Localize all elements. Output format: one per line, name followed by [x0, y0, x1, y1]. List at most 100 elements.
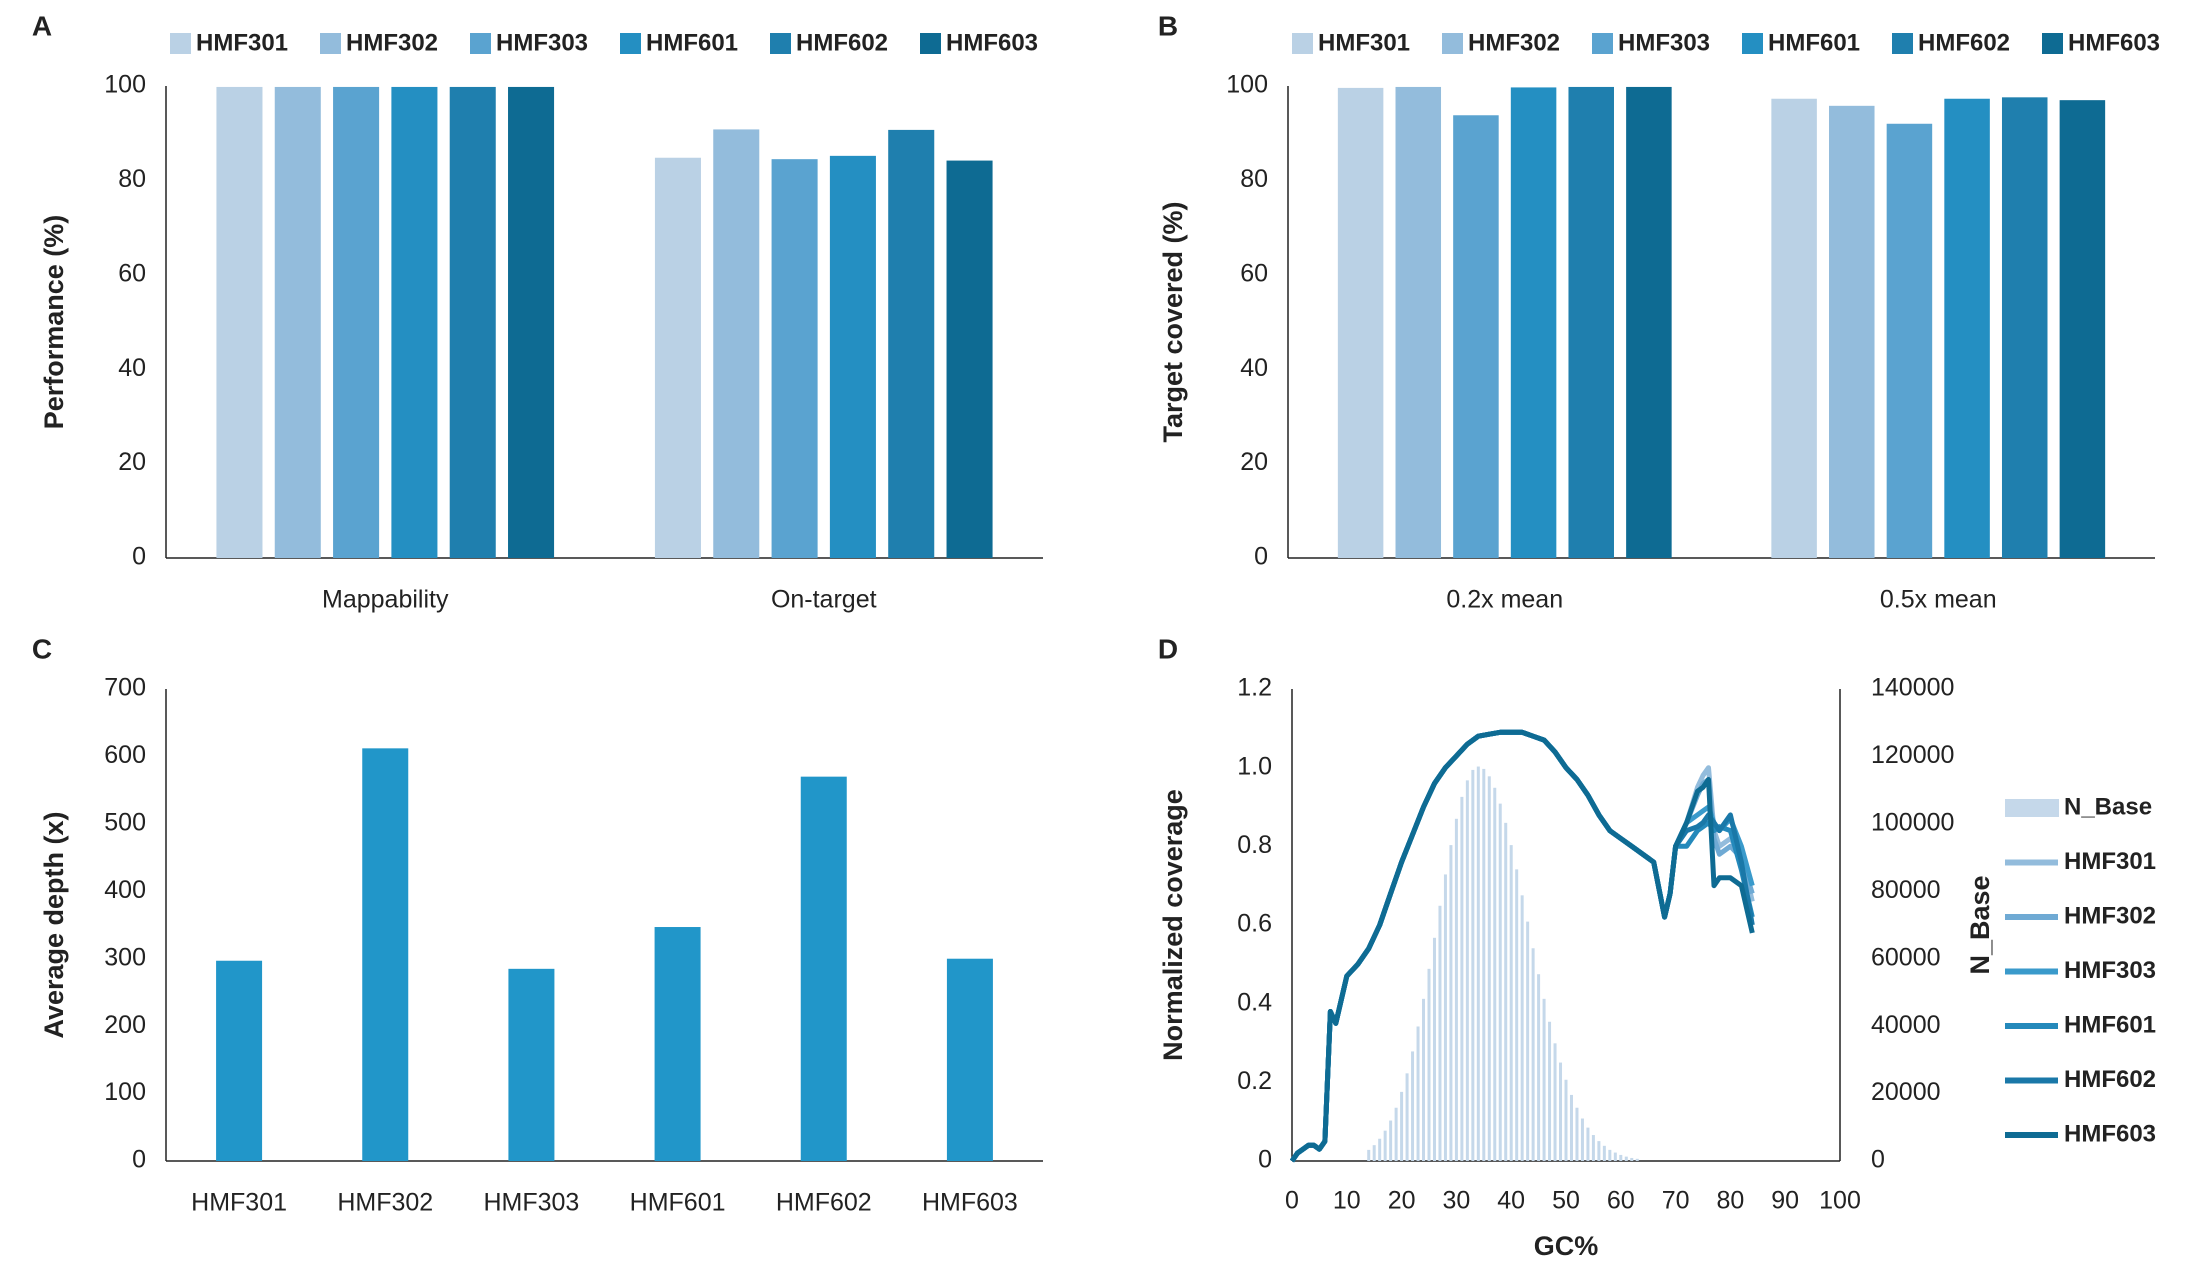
- legend-label: HMF301: [196, 29, 288, 56]
- bar: [654, 157, 701, 558]
- histogram-bar: [1482, 768, 1486, 1161]
- y-tick-label: 60: [1240, 259, 1268, 287]
- y-tick-label: 0.4: [1237, 988, 1272, 1016]
- bar: [829, 155, 876, 558]
- legend-label: HMF602: [2064, 1066, 2156, 1093]
- bar: [2059, 100, 2106, 558]
- y-tick-label: 1.2: [1237, 674, 1272, 702]
- x-tick-label: 0.2x mean: [1446, 586, 1563, 614]
- y2-tick-label: 0: [1871, 1146, 1885, 1174]
- bar: [362, 748, 409, 1161]
- y-tick-label: 100: [1226, 71, 1268, 99]
- bar: [1626, 86, 1672, 558]
- bar: [1510, 87, 1557, 558]
- bar: [1771, 98, 1817, 558]
- x-tick-label: 30: [1442, 1187, 1470, 1215]
- legend-label: HMF602: [1918, 29, 2010, 56]
- y-tick-label: 80: [118, 165, 146, 193]
- x-tick-label: 20: [1388, 1187, 1416, 1215]
- bar: [654, 927, 701, 1161]
- histogram-bar: [1559, 1062, 1563, 1161]
- histogram-bar: [1389, 1120, 1393, 1161]
- histogram-bar: [1498, 803, 1502, 1161]
- y-tick-label: 0.2: [1237, 1067, 1272, 1095]
- x-tick-label: 10: [1333, 1187, 1361, 1215]
- y-tick-label: 0: [132, 543, 146, 571]
- y-tick-label: 20: [1240, 448, 1268, 476]
- histogram-bar: [1569, 1094, 1573, 1161]
- histogram-bar: [1504, 822, 1508, 1161]
- x-tick-label: 90: [1771, 1187, 1799, 1215]
- bar: [274, 86, 321, 558]
- x-tick-label: 0.5x mean: [1880, 586, 1997, 614]
- histogram-bar: [1542, 998, 1546, 1161]
- x-axis-title: GC%: [1534, 1231, 1599, 1261]
- bar: [1453, 115, 1499, 558]
- legend-swatch: [1442, 33, 1463, 54]
- bar: [888, 129, 935, 558]
- histogram-bar: [1427, 968, 1431, 1161]
- histogram-bar: [1460, 796, 1464, 1161]
- x-tick-label: 70: [1662, 1187, 1690, 1215]
- legend-label: HMF603: [2064, 1120, 2156, 1147]
- bar: [216, 86, 263, 558]
- y-tick-label: 40: [118, 354, 146, 382]
- legend-swatch: [1592, 33, 1613, 54]
- legend-swatch: [2005, 799, 2059, 817]
- bar: [1829, 105, 1875, 558]
- panel-label: A: [32, 10, 52, 41]
- histogram-bar: [1487, 776, 1491, 1161]
- histogram-bar: [1471, 769, 1475, 1161]
- histogram-bar: [1476, 766, 1480, 1161]
- legend-label: HMF302: [2064, 902, 2156, 929]
- legend-swatch: [470, 33, 491, 54]
- histogram-bar: [1608, 1149, 1612, 1161]
- x-tick-label: 80: [1716, 1187, 1744, 1215]
- y-tick-label: 700: [104, 674, 146, 702]
- series-line: [1289, 729, 1755, 1163]
- bar: [333, 86, 380, 558]
- legend-label: HMF303: [2064, 957, 2156, 984]
- x-tick-label: On-target: [771, 586, 877, 614]
- y-tick-label: 0.6: [1237, 910, 1272, 938]
- bar: [508, 86, 555, 558]
- x-tick-label: HMF601: [630, 1189, 726, 1217]
- histogram-bar: [1432, 937, 1436, 1161]
- x-tick-label: 0: [1285, 1187, 1299, 1215]
- y-tick-label: 0: [132, 1146, 146, 1174]
- bar: [1568, 86, 1614, 558]
- histogram-bar: [1411, 1051, 1415, 1161]
- histogram-bar: [1591, 1135, 1595, 1161]
- histogram-bar: [1575, 1107, 1579, 1161]
- legend-label: HMF301: [2064, 848, 2156, 875]
- y-tick-label: 100: [104, 1078, 146, 1106]
- histogram-bar: [1405, 1073, 1409, 1161]
- histogram-bar: [1509, 845, 1513, 1161]
- histogram-bar: [1394, 1107, 1398, 1161]
- legend-swatch: [1292, 33, 1313, 54]
- legend-label: N_Base: [2064, 793, 2152, 820]
- bar: [449, 86, 496, 558]
- histogram-bar: [1586, 1127, 1590, 1161]
- legend-swatch: [2042, 33, 2063, 54]
- histogram-bar: [1443, 874, 1447, 1161]
- x-tick-label: HMF301: [191, 1189, 287, 1217]
- x-tick-label: Mappability: [322, 586, 449, 614]
- histogram-bar: [1597, 1141, 1601, 1161]
- legend-label: HMF303: [496, 29, 588, 56]
- histogram-bar: [1526, 921, 1530, 1161]
- panel-label: B: [1158, 10, 1178, 41]
- legend-label: HMF602: [796, 29, 888, 56]
- histogram-bar: [1520, 895, 1524, 1161]
- y-tick-label: 1.0: [1237, 752, 1272, 780]
- histogram-bar: [1580, 1118, 1584, 1161]
- histogram-bar: [1619, 1154, 1623, 1161]
- histogram-bar: [1515, 869, 1519, 1161]
- x-tick-label: HMF602: [776, 1189, 872, 1217]
- y-axis-title: Normalized coverage: [1158, 789, 1188, 1061]
- y-tick-label: 40: [1240, 354, 1268, 382]
- y-tick-label: 20: [118, 448, 146, 476]
- bar: [800, 776, 847, 1161]
- y-tick-label: 0.8: [1237, 831, 1272, 859]
